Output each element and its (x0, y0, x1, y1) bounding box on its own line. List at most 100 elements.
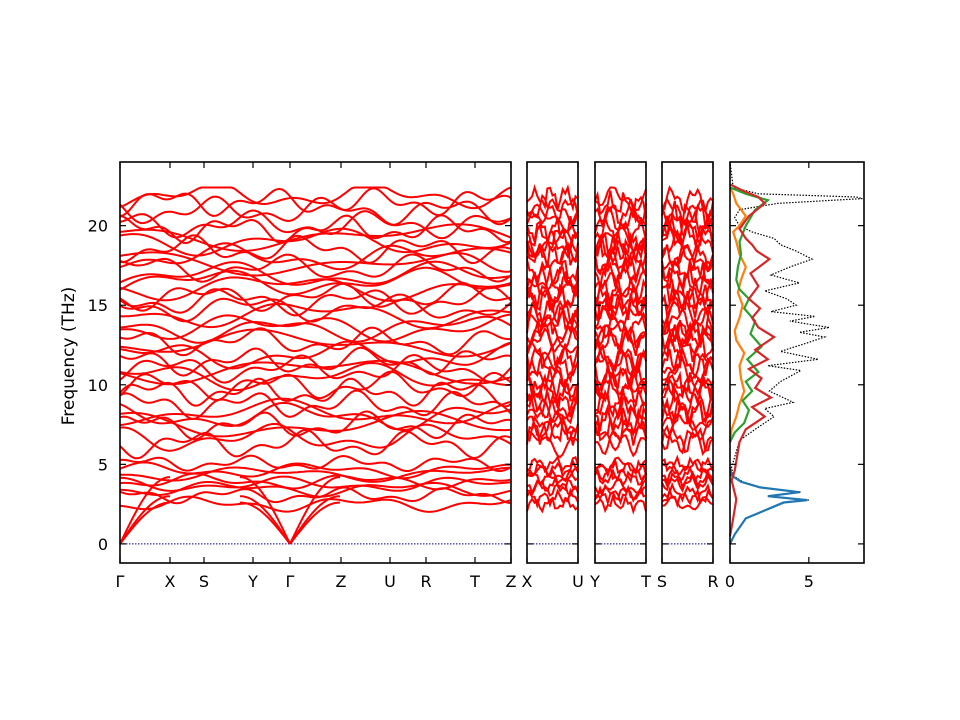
phonon-band-line (526, 283, 579, 311)
y-tick-label: 15 (88, 296, 108, 315)
phonon-band-line (119, 209, 512, 240)
phonon-band-line (526, 387, 579, 418)
phonon-band-line (526, 230, 579, 259)
panel-frame (661, 161, 714, 564)
phonon-band-line (526, 306, 579, 337)
x-tick-label: U (384, 572, 396, 591)
phonon-band-line (661, 290, 714, 320)
phonon-band-line (526, 458, 579, 478)
dos-frame (729, 161, 865, 564)
x-tick-label: Z (506, 572, 517, 591)
phonon-band-line (594, 484, 647, 507)
panel-frame (526, 161, 579, 564)
phonon-band-line (662, 276, 714, 307)
x-tick-label: T (640, 572, 651, 591)
phonon-band-line (594, 340, 647, 375)
dos-series-line (728, 183, 777, 537)
phonon-band-line (119, 475, 512, 492)
phonon-band-line (594, 429, 647, 458)
phonon-band-line (526, 326, 579, 356)
phonon-band-line (119, 223, 512, 252)
phonon-band-line (594, 244, 647, 277)
phonon-band-line (594, 186, 647, 212)
phonon-band-line (119, 359, 512, 386)
phonon-band-line (119, 472, 512, 491)
phonon-band-line (119, 195, 512, 226)
phonon-band-line (119, 466, 512, 483)
phonon-band-line (119, 422, 512, 452)
x-tick-label: Z (336, 572, 347, 591)
y-axis-title: Frequency (THz) (59, 287, 79, 426)
acoustic-branch-line (289, 501, 341, 545)
dos-x-tick-label: 5 (804, 572, 814, 591)
phonon-band-line (119, 260, 512, 286)
phonon-band-line (526, 455, 579, 474)
phonon-band-line (661, 200, 714, 229)
dos-x-tick-label: 0 (725, 572, 735, 591)
phonon-band-line (661, 256, 714, 284)
phonon-band-line (119, 353, 512, 384)
phonon-band-line (594, 233, 647, 266)
x-tick-label: X (522, 572, 533, 591)
phonon-band-line (119, 266, 512, 296)
phonon-band-line (119, 276, 512, 302)
phonon-band-line (526, 285, 579, 313)
phonon-band-line (661, 465, 714, 485)
x-tick-label: Γ (286, 572, 295, 591)
phonon-band-line (119, 253, 512, 283)
phonon-band-line (661, 185, 714, 214)
phonon-band-line (526, 241, 579, 268)
phonon-band-line (119, 281, 512, 312)
phonon-band-line (594, 249, 647, 280)
phonon-band-line (594, 456, 647, 473)
phonon-band-line (526, 259, 579, 288)
phonon-band-line (119, 454, 512, 473)
phonon-band-line (661, 397, 714, 427)
phonon-band-line (661, 454, 714, 473)
phonon-band-line (119, 186, 512, 210)
acoustic-branch-line (289, 495, 341, 545)
phonon-band-line (119, 242, 512, 273)
phonon-band-line (119, 328, 512, 358)
phonon-band-line (661, 197, 714, 227)
phonon-band-line (661, 482, 714, 504)
phonon-band-line (594, 417, 647, 446)
x-tick-label: U (572, 572, 584, 591)
phonon-band-line (661, 385, 714, 419)
phonon-band-line (526, 203, 579, 233)
phonon-band-line (661, 370, 714, 400)
phonon-band-line (119, 410, 512, 441)
phonon-band-line (594, 407, 647, 438)
phonon-band-line (119, 286, 512, 317)
dos-series-line (728, 467, 808, 545)
phonon-band-line (661, 373, 714, 405)
phonon-band-line (526, 277, 579, 305)
dos-series-line (729, 186, 771, 443)
phonon-band-line (119, 428, 512, 460)
acoustic-branch-line (239, 495, 291, 545)
phonon-band-line (119, 389, 512, 421)
phonon-band-line (119, 402, 512, 432)
phonon-band-line (594, 324, 647, 351)
phonon-band-line (594, 293, 647, 321)
phonon-band-line (594, 198, 647, 228)
phonon-band-line (594, 388, 647, 422)
phonon-band-line (661, 208, 714, 240)
acoustic-branch-line (119, 476, 171, 545)
phonon-band-line (594, 378, 647, 406)
phonon-band-line (661, 243, 714, 273)
acoustic-branch-line (119, 495, 171, 545)
acoustic-branch-line (289, 476, 341, 545)
phonon-band-line (526, 351, 579, 384)
phonon-band-line (119, 361, 511, 392)
x-tick-label: Y (589, 572, 600, 591)
phonon-band-line (661, 313, 714, 344)
phonon-band-line (119, 495, 512, 513)
x-tick-label: X (165, 572, 176, 591)
acoustic-branch-line (239, 476, 291, 545)
phonon-band-line (119, 461, 511, 480)
